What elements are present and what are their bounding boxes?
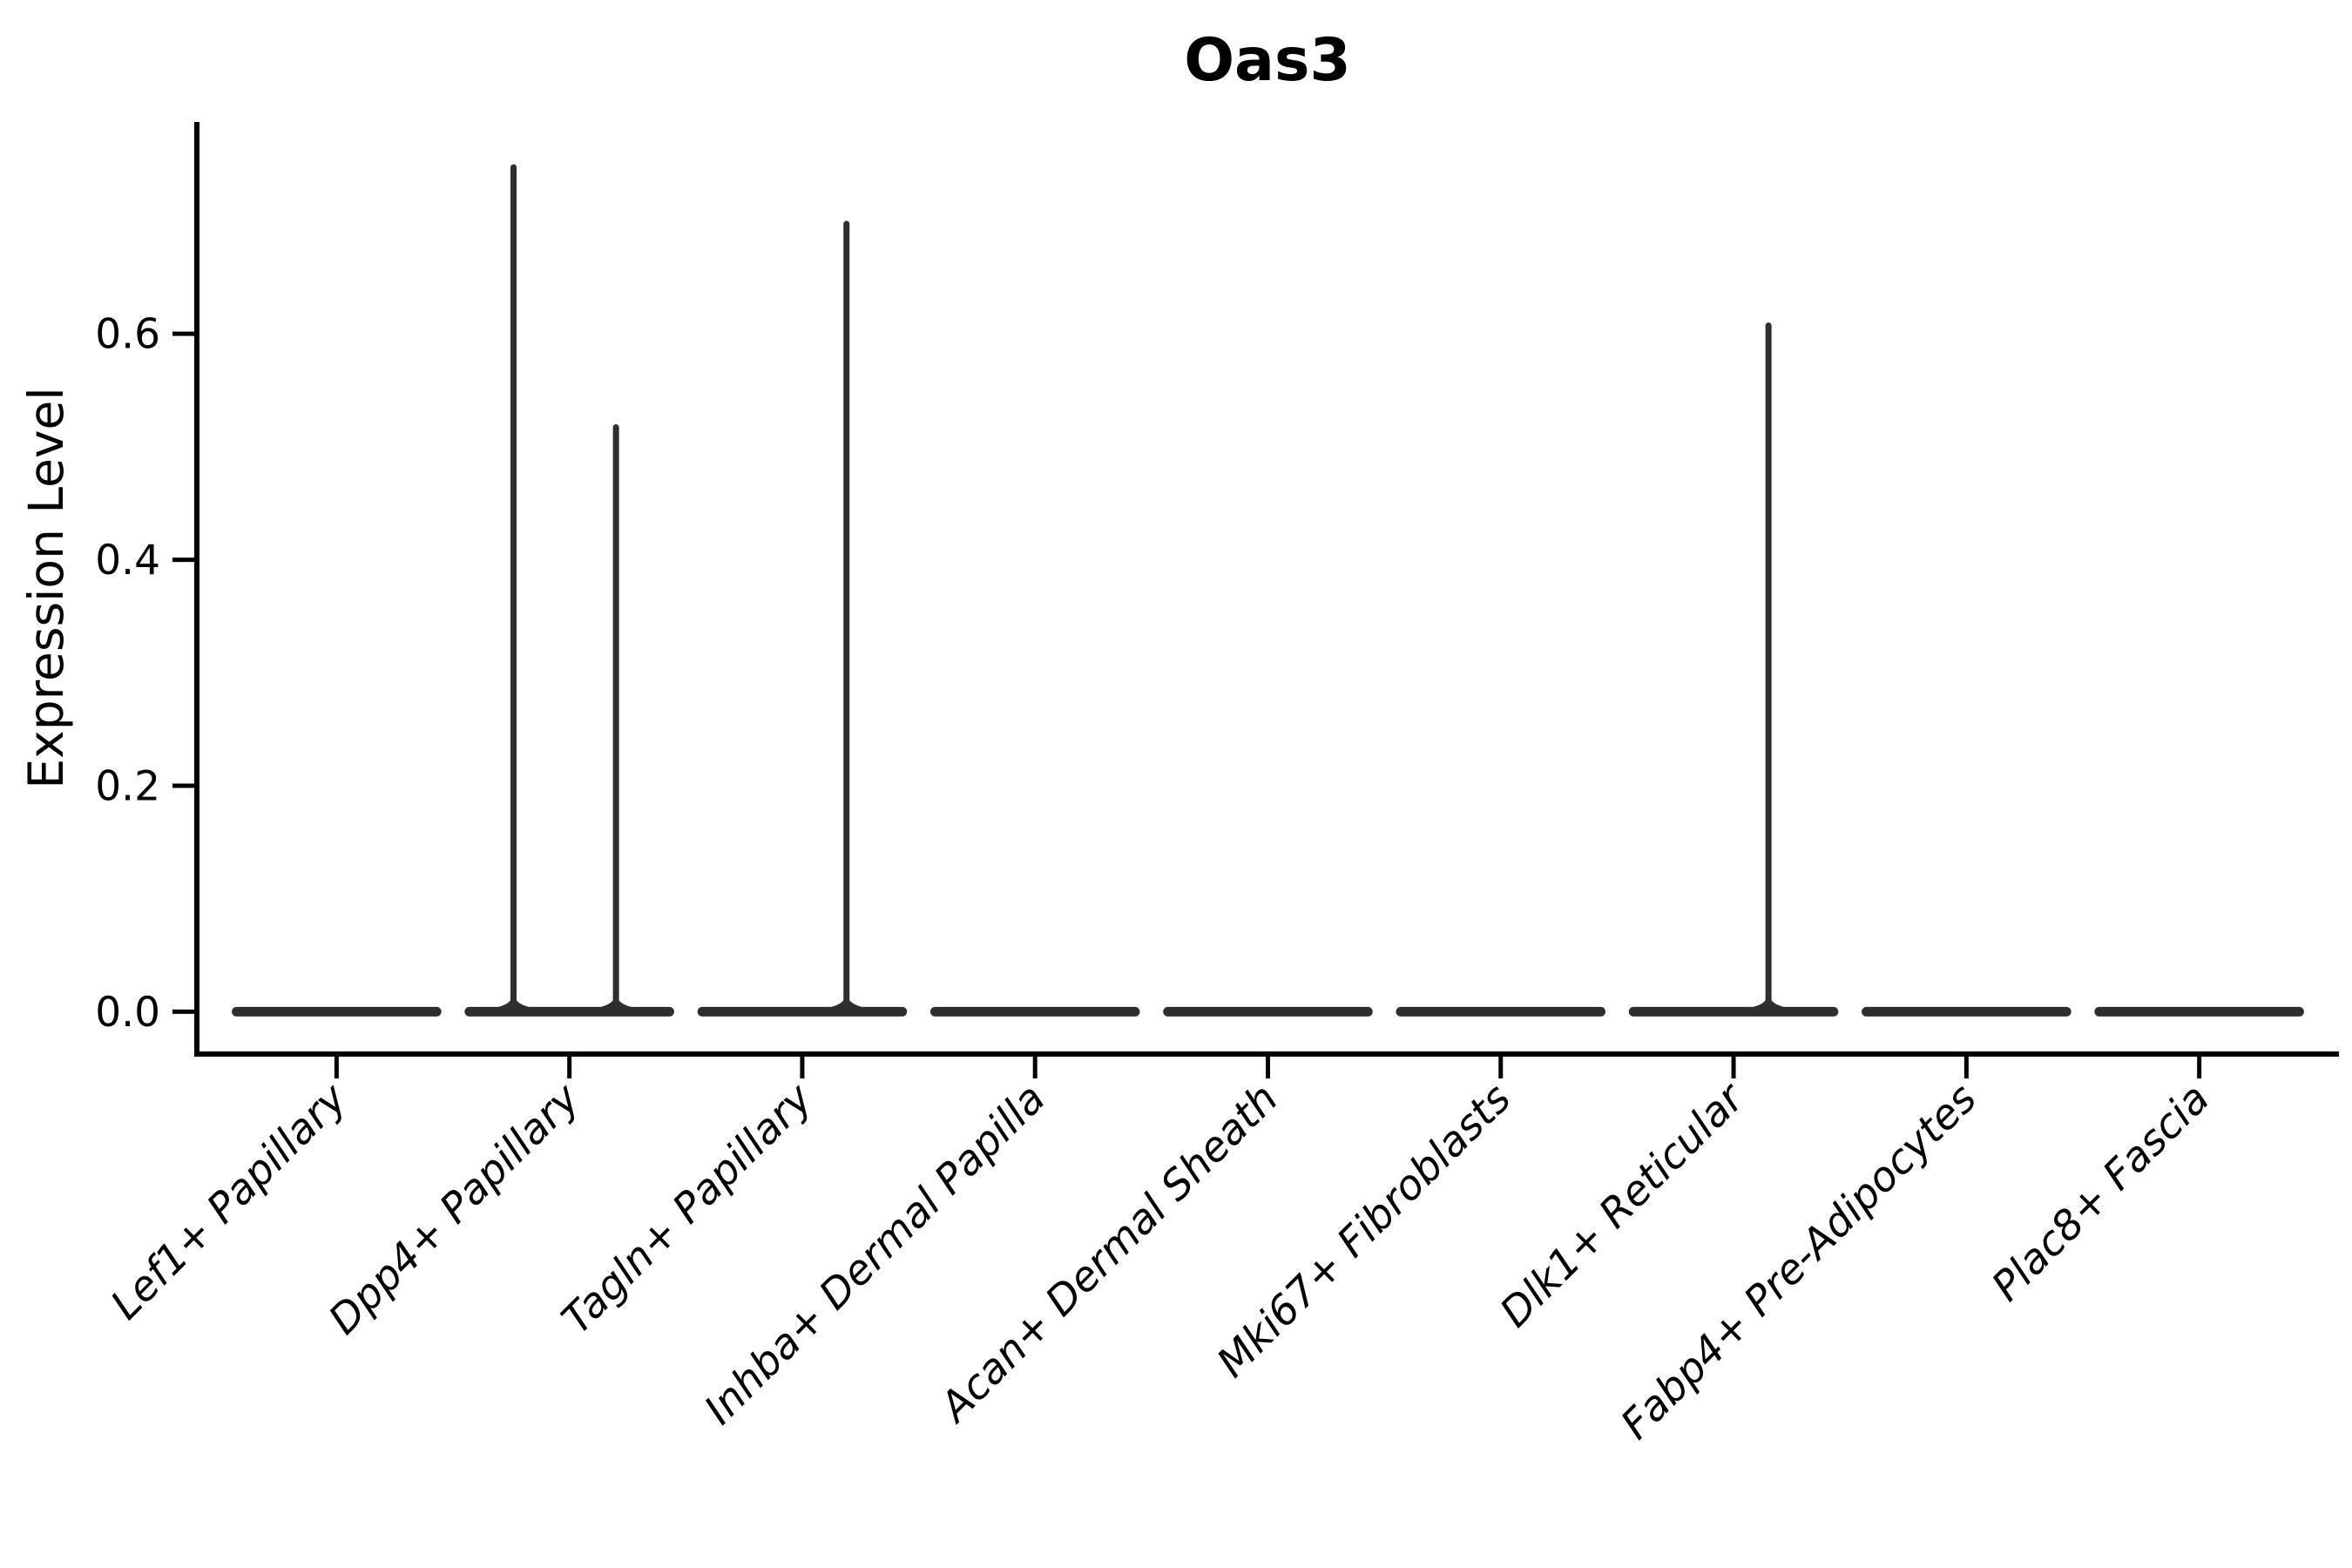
- x-tick-label: Plac8+ Fascia: [1983, 1075, 2219, 1311]
- violin-body: [2094, 1006, 2304, 1017]
- chart-title: Oas3: [1184, 26, 1350, 95]
- violin-spike: [843, 220, 850, 1012]
- violin-layer: [232, 164, 2304, 1017]
- y-tick-label: 0.0: [95, 989, 160, 1037]
- axes-layer: [172, 122, 2339, 1078]
- violin-body: [1163, 1006, 1373, 1017]
- x-tick-label: Dpp4+ Papillary: [320, 1074, 590, 1344]
- violin-body: [232, 1006, 442, 1017]
- y-axis-label: Expression Level: [18, 387, 74, 788]
- y-tick-label: 0.2: [95, 762, 160, 810]
- violin-body: [1396, 1006, 1606, 1017]
- y-tick-label: 0.4: [95, 537, 160, 585]
- violin-spike: [510, 164, 517, 1012]
- violin-spike: [1765, 322, 1772, 1012]
- y-tick-label: 0.6: [95, 311, 160, 359]
- violin-body: [1862, 1006, 2072, 1017]
- violin-body: [929, 1006, 1140, 1017]
- x-tick-label: Dlk1+ Reticular: [1491, 1073, 1755, 1337]
- violin-spike: [612, 423, 619, 1012]
- x-tick-label: Lef1+ Papillary: [102, 1074, 357, 1329]
- x-tick-label: Tagln+ Papillary: [553, 1074, 823, 1344]
